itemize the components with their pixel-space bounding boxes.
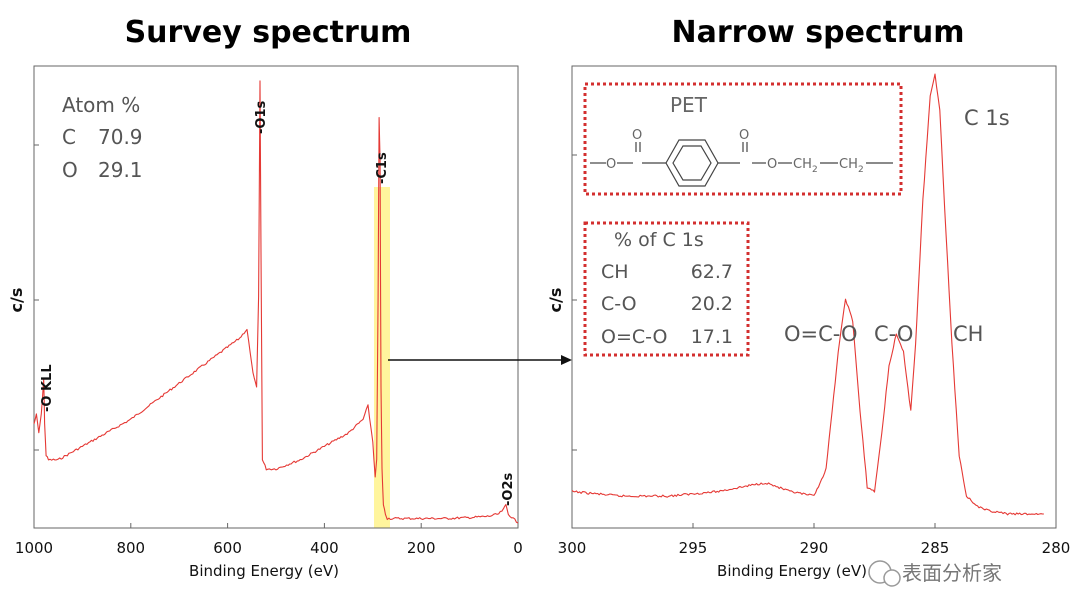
pet-ch2-b: CH [839, 157, 858, 172]
pet-carbonyl-o-right: O [739, 128, 749, 143]
narrow-trace [571, 73, 1044, 516]
pet-carbonyl-o-left: O [632, 128, 642, 143]
peak-label-ch: CH [953, 322, 983, 346]
watermark: 表面分析家 [868, 560, 1002, 587]
narrow-chart: 300 295 290 285 280 Binding Energy (eV) c/s … [546, 65, 1071, 580]
percent-row-ococ-val: 17.1 [691, 326, 733, 348]
pet-ch2-a: CH [793, 157, 812, 172]
survey-xlabel: Binding Energy (eV) [189, 562, 339, 580]
percent-row-co-val: 20.2 [691, 293, 733, 315]
x-tick-label: 290 [800, 539, 829, 557]
percent-row-ch-val: 62.7 [691, 261, 733, 283]
pet-structure-box: PET O O O O CH 2 CH 2 [583, 82, 903, 196]
x-tick-label: 280 [1042, 539, 1071, 557]
x-tick-label: 600 [213, 539, 242, 557]
narrow-title: Narrow spectrum [672, 15, 965, 50]
x-tick-label: 300 [558, 539, 587, 557]
x-tick-label: 285 [921, 539, 950, 557]
peak-label-o1s: -O1s [254, 101, 269, 134]
connector-arrow [388, 355, 572, 365]
pet-ch2-b-sub: 2 [858, 165, 864, 175]
percent-row-co-name: C-O [601, 293, 637, 315]
peak-label-okll: -O KLL [40, 364, 55, 412]
x-tick-label: 400 [310, 539, 339, 557]
survey-trace [33, 80, 519, 524]
survey-x-ticks: 1000 800 600 400 200 0 [15, 144, 523, 557]
atom-row-c-val: 70.9 [98, 125, 143, 149]
x-tick-label: 0 [513, 539, 523, 557]
survey-plot-frame [33, 65, 519, 529]
pet-ester-o-left: O [606, 157, 616, 172]
narrow-xlabel: Binding Energy (eV) [717, 562, 867, 580]
c1s-corner-label: C 1s [964, 106, 1010, 130]
peak-label-c1s: -C1s [375, 152, 390, 184]
narrow-ylabel: c/s [546, 288, 565, 313]
x-tick-label: 200 [407, 539, 436, 557]
percent-table-box: % of C 1s CH 62.7 C-O 20.2 O=C-O 17.1 [583, 221, 750, 357]
pet-box-frame [583, 82, 903, 196]
percent-table-header: % of C 1s [614, 229, 704, 251]
atom-row-o-val: 29.1 [98, 158, 143, 182]
peak-label-ococ: O=C-O [784, 322, 857, 346]
atom-row-o-el: O [62, 158, 78, 182]
atom-table-header: Atom % [62, 93, 140, 117]
x-tick-label: 800 [116, 539, 145, 557]
percent-row-ch-name: CH [601, 261, 629, 283]
narrow-x-ticks: 300 295 290 285 280 [558, 154, 1071, 557]
peak-label-o2s: -O2s [501, 473, 516, 506]
pet-ester-o-right: O [767, 157, 777, 172]
pet-title: PET [670, 93, 708, 117]
survey-ylabel: c/s [7, 288, 26, 313]
percent-box-frame [583, 221, 750, 357]
pet-ch2-a-sub: 2 [812, 165, 818, 175]
survey-title: Survey spectrum [125, 15, 412, 50]
atom-row-c-el: C [62, 125, 76, 149]
survey-chart: 1000 800 600 400 200 0 Binding Energy (eV) c/… [7, 65, 523, 580]
peak-label-co: C-O [874, 322, 913, 346]
watermark-text: 表面分析家 [902, 561, 1002, 585]
x-tick-label: 295 [679, 539, 708, 557]
percent-row-ococ-name: O=C-O [601, 326, 667, 348]
x-tick-label: 1000 [15, 539, 53, 557]
